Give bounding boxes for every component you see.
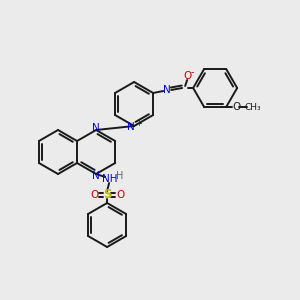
- Text: +: +: [135, 118, 142, 127]
- Text: O: O: [116, 190, 124, 200]
- Text: H: H: [116, 171, 124, 181]
- Text: N: N: [92, 171, 100, 181]
- Text: -: -: [190, 67, 194, 77]
- Text: O: O: [232, 102, 240, 112]
- Text: N: N: [163, 85, 171, 95]
- Text: CH₃: CH₃: [245, 103, 262, 112]
- Text: O: O: [90, 190, 98, 200]
- Text: O: O: [183, 71, 191, 81]
- Text: N: N: [92, 123, 100, 133]
- Text: S: S: [103, 188, 111, 202]
- Text: N: N: [127, 122, 135, 132]
- Text: NH: NH: [102, 174, 118, 184]
